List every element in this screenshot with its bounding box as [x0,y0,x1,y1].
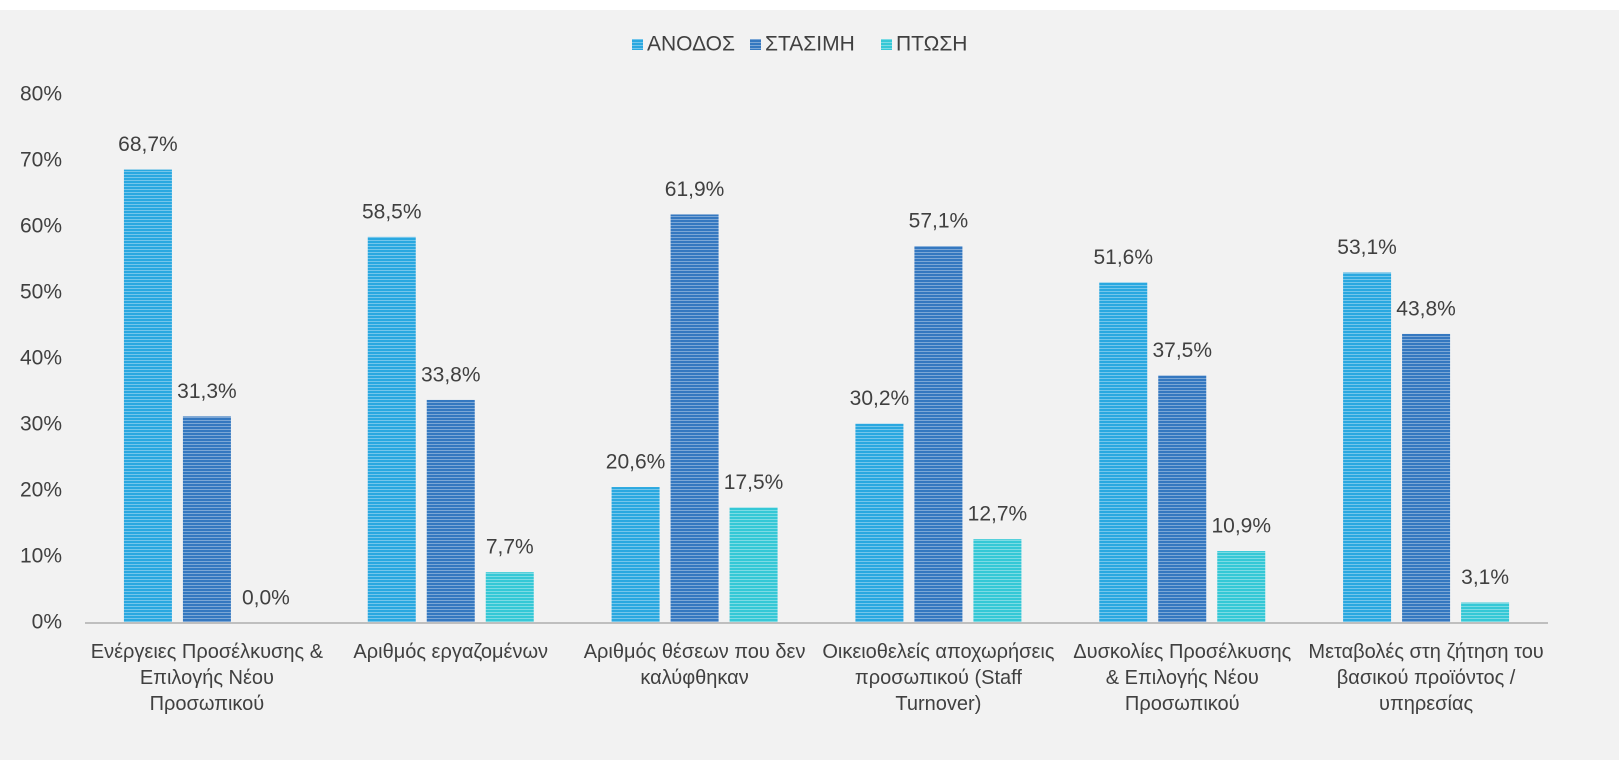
legend-swatch [881,39,892,50]
bar [1343,272,1392,623]
bar [123,169,172,623]
bar [611,487,660,623]
value-label: 58,5% [362,200,422,223]
value-label: 33,8% [421,363,481,386]
x-tick-label: Μεταβολές στη ζήτηση του βασικού προϊόντ… [1308,641,1544,715]
y-tick-label: 70% [20,149,62,172]
y-tick-label: 80% [20,83,62,106]
x-tick-label: Δυσκολίες Προσέλκυσης & Επιλογής Νέου Πρ… [1073,641,1292,715]
x-tick-label: Αριθμός θέσεων που δεν καλύφθηκαν [583,641,806,689]
legend-swatch [750,39,761,50]
bar [1402,333,1451,623]
bar [973,539,1022,623]
legend-label: ΑΝΟΔΟΣ [647,33,735,56]
value-label: 12,7% [968,503,1028,526]
value-label: 17,5% [724,471,784,494]
y-tick-label: 0% [32,611,62,634]
value-label: 20,6% [606,451,666,474]
bar [485,572,534,623]
legend-label: ΣΤΑΣΙΜΗ [765,33,855,56]
x-tick-label: Αριθμός εργαζομένων [353,641,549,663]
bar [1461,602,1510,623]
bar [1099,282,1148,623]
value-label: 0,0% [242,587,290,610]
bar [367,236,416,623]
value-label: 30,2% [850,387,910,410]
value-label: 57,1% [909,210,969,233]
value-label: 61,9% [665,178,725,201]
value-label: 68,7% [118,133,178,156]
y-tick-label: 30% [20,413,62,436]
value-label: 43,8% [1396,297,1456,320]
legend-swatch [632,39,643,50]
bar [670,214,719,623]
legend-label: ΠΤΩΣΗ [896,33,967,56]
bar [426,399,475,623]
bar [914,246,963,623]
y-tick-label: 50% [20,281,62,304]
x-tick-label: Ενέργειες Προσέλκυσης & Επιλογής Νέου Πρ… [90,641,324,715]
value-label: 51,6% [1093,246,1153,269]
value-label: 7,7% [486,536,534,559]
value-label: 3,1% [1461,566,1509,589]
value-label: 37,5% [1152,339,1212,362]
y-tick-label: 60% [20,215,62,238]
x-tick-label: Οικειοθελείς αποχωρήσεις προσωπικού (Sta… [822,641,1055,715]
bar [855,423,904,623]
value-label: 10,9% [1211,515,1271,538]
bar [1217,551,1266,623]
y-tick-label: 10% [20,545,62,568]
value-label: 31,3% [177,380,237,403]
bar [1158,375,1207,623]
bar [729,507,778,623]
bar [182,416,231,623]
y-tick-label: 20% [20,479,62,502]
value-label: 53,1% [1337,236,1397,259]
y-tick-label: 40% [20,347,62,370]
